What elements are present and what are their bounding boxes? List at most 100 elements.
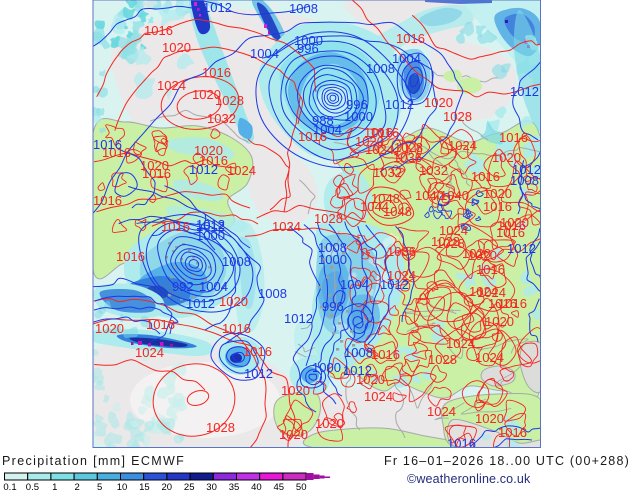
svg-text:1016: 1016	[498, 425, 527, 440]
svg-text:1020: 1020	[483, 186, 512, 201]
svg-text:1044: 1044	[360, 199, 389, 214]
svg-text:1008: 1008	[289, 1, 318, 16]
svg-text:1024: 1024	[427, 404, 456, 419]
svg-text:1016: 1016	[144, 23, 173, 38]
svg-text:1020: 1020	[462, 246, 491, 261]
svg-text:1012: 1012	[510, 84, 539, 99]
svg-text:1012: 1012	[203, 0, 232, 15]
svg-text:1008: 1008	[222, 254, 251, 269]
svg-text:1016: 1016	[146, 317, 175, 332]
svg-text:1040: 1040	[440, 188, 469, 203]
svg-text:1000: 1000	[344, 109, 373, 124]
svg-text:1020: 1020	[468, 248, 497, 263]
svg-text:1032: 1032	[419, 163, 448, 178]
svg-text:1012: 1012	[380, 277, 409, 292]
svg-text:1004: 1004	[199, 279, 228, 294]
svg-text:1004: 1004	[392, 51, 421, 66]
svg-text:1016: 1016	[499, 130, 528, 145]
svg-text:1016: 1016	[496, 225, 525, 240]
svg-text:1012: 1012	[186, 296, 215, 311]
svg-text:1004: 1004	[340, 277, 369, 292]
svg-text:1012: 1012	[512, 162, 541, 177]
svg-text:1028: 1028	[206, 420, 235, 435]
svg-text:1020: 1020	[485, 314, 514, 329]
svg-text:1016: 1016	[142, 166, 171, 181]
svg-text:1036: 1036	[387, 244, 416, 259]
svg-text:1024: 1024	[448, 138, 477, 153]
svg-text:1016: 1016	[483, 199, 512, 214]
svg-text:1016: 1016	[371, 347, 400, 362]
svg-text:1016: 1016	[222, 321, 251, 336]
svg-text:0.1: 0.1	[3, 482, 16, 490]
svg-text:1020: 1020	[194, 143, 223, 158]
svg-text:1020: 1020	[162, 40, 191, 55]
svg-text:1016: 1016	[498, 296, 527, 311]
svg-text:1020: 1020	[279, 427, 308, 442]
svg-text:1020: 1020	[424, 95, 453, 110]
svg-text:1000: 1000	[318, 252, 347, 267]
svg-text:1012: 1012	[385, 97, 414, 112]
svg-text:1008: 1008	[510, 173, 539, 188]
svg-text:1024: 1024	[446, 336, 475, 351]
svg-text:40: 40	[251, 482, 262, 490]
svg-text:1012: 1012	[244, 366, 273, 381]
svg-text:1016: 1016	[93, 137, 122, 152]
svg-text:1016: 1016	[161, 219, 190, 234]
svg-text:1020: 1020	[475, 411, 504, 426]
svg-text:10: 10	[117, 482, 128, 490]
svg-text:1016: 1016	[370, 125, 399, 140]
svg-text:1024: 1024	[365, 142, 394, 157]
svg-text:1012: 1012	[196, 219, 225, 234]
svg-text:1: 1	[52, 482, 57, 490]
svg-text:1024: 1024	[387, 268, 416, 283]
svg-text:1012: 1012	[343, 363, 372, 378]
svg-text:35: 35	[229, 482, 240, 490]
svg-text:1024: 1024	[157, 78, 186, 93]
svg-text:1028: 1028	[436, 236, 465, 251]
svg-text:1020: 1020	[355, 134, 384, 149]
svg-text:0.5: 0.5	[26, 482, 39, 490]
svg-text:1024: 1024	[469, 284, 498, 299]
svg-text:2: 2	[75, 482, 80, 490]
svg-text:1016: 1016	[471, 169, 500, 184]
svg-text:1016: 1016	[298, 129, 327, 144]
svg-text:1000: 1000	[294, 33, 323, 48]
svg-text:1008: 1008	[318, 240, 347, 255]
svg-text:996: 996	[346, 97, 368, 112]
svg-text:1020: 1020	[95, 321, 124, 336]
svg-text:45: 45	[274, 482, 285, 490]
svg-text:1012: 1012	[284, 311, 313, 326]
svg-text:1008: 1008	[366, 61, 395, 76]
svg-text:1016: 1016	[243, 344, 272, 359]
svg-text:1020: 1020	[492, 150, 521, 165]
svg-text:5: 5	[97, 482, 102, 490]
svg-text:1028: 1028	[215, 93, 244, 108]
svg-text:1024: 1024	[272, 219, 301, 234]
svg-text:1016: 1016	[476, 262, 505, 277]
svg-text:1000: 1000	[196, 228, 225, 243]
svg-text:1008: 1008	[344, 345, 373, 360]
svg-text:1024: 1024	[227, 163, 256, 178]
svg-text:20: 20	[162, 482, 173, 490]
svg-text:1004: 1004	[250, 46, 279, 61]
svg-text:1016: 1016	[116, 249, 145, 264]
svg-text:1016: 1016	[447, 436, 476, 451]
svg-text:1032: 1032	[207, 111, 236, 126]
svg-text:1024: 1024	[439, 223, 468, 238]
svg-text:1016: 1016	[93, 193, 122, 208]
svg-text:988: 988	[312, 113, 334, 128]
svg-text:1008: 1008	[258, 286, 287, 301]
svg-text:1024: 1024	[475, 350, 504, 365]
svg-text:1016: 1016	[488, 296, 517, 311]
svg-text:1012: 1012	[189, 162, 218, 177]
svg-text:1020: 1020	[315, 416, 344, 431]
svg-text:1028: 1028	[428, 352, 457, 367]
svg-text:1024: 1024	[477, 285, 506, 300]
svg-text:1048: 1048	[371, 191, 400, 206]
svg-text:50: 50	[296, 482, 307, 490]
svg-text:1024: 1024	[364, 389, 393, 404]
svg-text:1024: 1024	[135, 345, 164, 360]
svg-text:1020: 1020	[281, 383, 310, 398]
svg-text:992: 992	[172, 279, 194, 294]
svg-text:1012: 1012	[507, 241, 536, 256]
